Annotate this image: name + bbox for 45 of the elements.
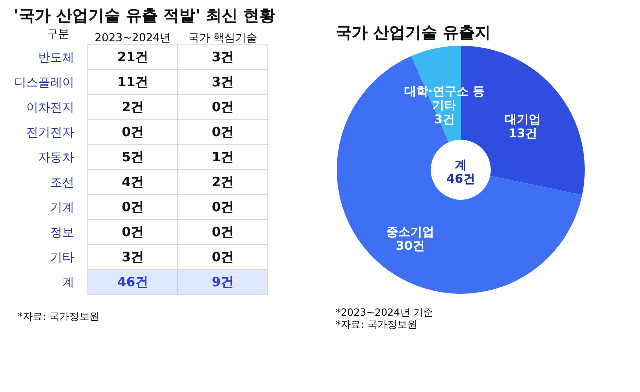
chart-title: '국가 산업기술 유출 적발' 최신 현황 [14, 6, 276, 25]
data-label: 0건 [212, 100, 234, 116]
text: *2023~2024년 기준 *자료: 국가정보원 [336, 308, 434, 331]
y-tick-label: 전기전자 [26, 126, 74, 140]
data-label: 30건 [396, 239, 425, 254]
x-tick-label: 2023~2024년 [94, 32, 172, 44]
data-label: 5건 [122, 150, 144, 166]
slice-label: 대기업 [505, 112, 542, 127]
y-tick-label: 기계 [50, 200, 74, 214]
y-axis-title: 구분 [48, 28, 70, 40]
data-label: 0건 [212, 126, 234, 140]
data-label: 3건 [434, 112, 455, 127]
y-tick-label: 기타 [50, 250, 74, 264]
data-label: 0건 [212, 226, 234, 240]
y-tick-label: 정보 [50, 226, 74, 240]
data-label: 3건 [122, 250, 144, 266]
data-label: 0건 [122, 126, 144, 140]
x-tick-label: 국가 핵심기술 [188, 32, 258, 44]
data-label: 3건 [212, 50, 234, 66]
data-label: 3건 [212, 76, 234, 90]
chart-title: 국가 산업기술 유출지 [336, 23, 492, 42]
data-label: 13건 [508, 126, 538, 141]
data-label: 46건 [117, 276, 149, 290]
y-tick-label: 자동차 [38, 150, 74, 164]
y-tick-label: 조선 [50, 176, 74, 190]
data-label: 0건 [122, 200, 144, 216]
donut-slice [337, 56, 582, 294]
data-label: 2건 [212, 176, 234, 190]
y-tick-label: 디스플레이 [14, 76, 74, 90]
data-label: 0건 [212, 200, 234, 216]
data-label: 0건 [122, 226, 144, 240]
y-tick-label: 반도체 [38, 50, 74, 64]
data-label: 1건 [212, 150, 234, 166]
slice-label: 중소기업 [386, 225, 435, 240]
data-label: 0건 [212, 250, 234, 266]
y-tick-label: 이차전지 [26, 100, 74, 114]
data-label: 11건 [117, 76, 149, 90]
data-label: 2건 [122, 100, 144, 116]
data-label: 9건 [212, 276, 234, 290]
text: *자료: 국가정보원 [18, 312, 100, 323]
text: 계 46건 [446, 158, 476, 186]
data-label: 21건 [117, 50, 149, 66]
slice-label: 대학·연구소 등 기타 [404, 84, 486, 113]
data-label: 4건 [122, 176, 144, 190]
y-tick-label: 계 [62, 276, 74, 290]
